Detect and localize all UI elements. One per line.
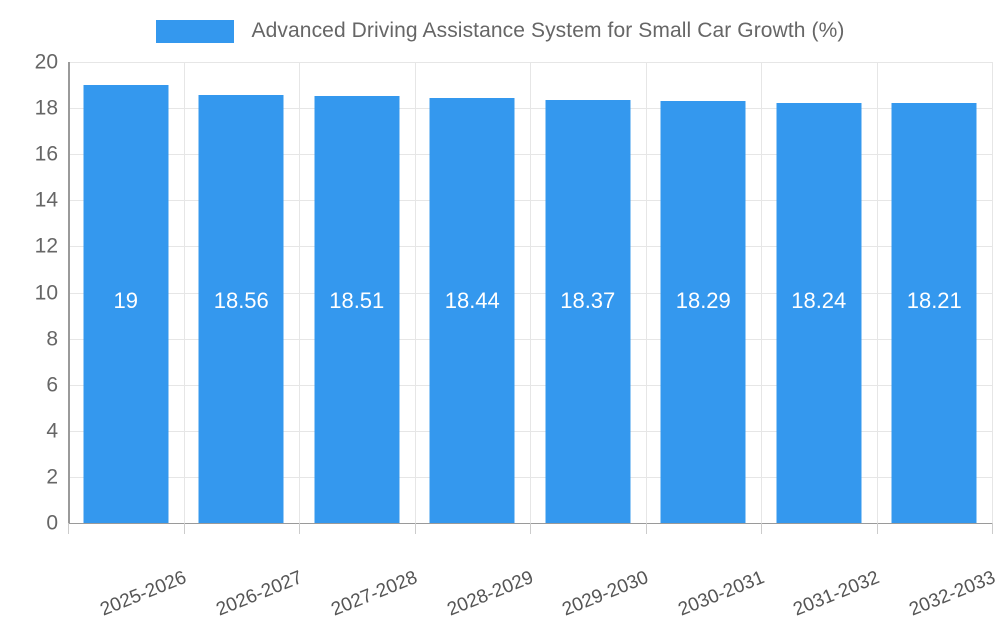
x-gridline xyxy=(645,62,647,523)
bar-group[interactable]: 18.37 xyxy=(530,62,646,523)
x-axis-tick-label: 2025-2026 xyxy=(97,567,190,621)
y-axis-tick-label: 2 xyxy=(46,465,58,489)
y-axis-tick-label: 14 xyxy=(34,188,58,212)
x-axis-tick-mark xyxy=(992,523,993,534)
x-axis-tick-label: 2028-2029 xyxy=(444,567,537,621)
y-axis-tick-label: 0 xyxy=(46,511,58,535)
x-axis-tick-label: 2026-2027 xyxy=(213,567,306,621)
y-axis-tick-label: 6 xyxy=(46,373,58,397)
x-axis-tick-label: 2027-2028 xyxy=(328,567,421,621)
x-gridline xyxy=(414,62,416,523)
bar-group[interactable]: 18.29 xyxy=(646,62,762,523)
y-axis-line xyxy=(68,62,70,524)
bar-group[interactable]: 18.51 xyxy=(299,62,415,523)
bar-value-label: 18.29 xyxy=(675,288,731,313)
bar[interactable] xyxy=(314,96,400,523)
legend-color-swatch xyxy=(155,19,234,43)
y-axis-tick-label: 4 xyxy=(46,419,58,443)
bar[interactable] xyxy=(429,97,515,523)
x-axis-tick-mark xyxy=(414,523,416,534)
bar-chart: Advanced Driving Assistance System for S… xyxy=(0,14,1000,621)
x-gridline xyxy=(876,62,878,523)
bar-value-label: 18.24 xyxy=(791,288,847,313)
bar[interactable] xyxy=(83,85,169,523)
x-gridline xyxy=(299,62,300,523)
x-axis-tick-label: 2030-2031 xyxy=(675,567,768,621)
bar[interactable] xyxy=(545,99,631,523)
x-gridline xyxy=(992,62,993,523)
x-axis-tick-label: 2029-2030 xyxy=(559,567,652,621)
bar-group[interactable]: 19 xyxy=(68,62,184,523)
bar-group[interactable]: 18.56 xyxy=(184,62,300,523)
x-axis-tick-mark xyxy=(299,523,300,534)
x-axis-tick-mark xyxy=(876,523,878,534)
y-axis-tick-label: 12 xyxy=(34,234,58,258)
y-axis-tick-labels: 0 2 4 6 8 10 12 14 16 18 20 xyxy=(0,52,58,534)
bar-value-label: 18.51 xyxy=(329,288,385,313)
x-axis-tick-mark xyxy=(530,523,531,534)
x-axis-tick-mark xyxy=(183,523,185,534)
bar-value-label: 18.56 xyxy=(213,288,269,313)
bar-group[interactable]: 18.24 xyxy=(761,62,877,523)
bar[interactable] xyxy=(198,95,284,523)
chart-legend[interactable]: Advanced Driving Assistance System for S… xyxy=(0,14,1000,48)
x-gridline xyxy=(183,62,185,523)
x-axis-tick-mark xyxy=(645,523,647,534)
y-axis-tick-label: 8 xyxy=(46,327,58,351)
bar[interactable] xyxy=(776,102,862,523)
x-axis-tick-label: 2031-2032 xyxy=(790,567,883,621)
y-axis-tick-label: 16 xyxy=(34,142,58,166)
legend-label: Advanced Driving Assistance System for S… xyxy=(251,19,845,42)
plot-area: 19 18.56 18.51 18.44 18.37 18.29 18.24 18.21 xyxy=(68,62,993,524)
bar[interactable] xyxy=(891,103,977,523)
y-axis-tick-label: 18 xyxy=(34,96,58,120)
y-axis-tick-label: 10 xyxy=(34,281,58,304)
y-axis-tick-label: 20 xyxy=(34,50,58,74)
x-gridline xyxy=(530,62,531,523)
bar-value-label: 19 xyxy=(113,288,138,313)
x-gridline xyxy=(761,62,762,523)
bar-value-label: 18.44 xyxy=(444,288,500,313)
x-axis-tick-mark xyxy=(68,523,69,534)
bar-group[interactable]: 18.44 xyxy=(415,62,531,523)
bar[interactable] xyxy=(660,101,746,523)
x-axis-tick-label: 2032-2033 xyxy=(906,567,999,621)
bar-value-label: 18.37 xyxy=(560,288,616,313)
bar-value-label: 18.21 xyxy=(906,288,962,313)
bar-group[interactable]: 18.21 xyxy=(877,62,993,523)
x-axis-tick-mark xyxy=(761,523,762,534)
